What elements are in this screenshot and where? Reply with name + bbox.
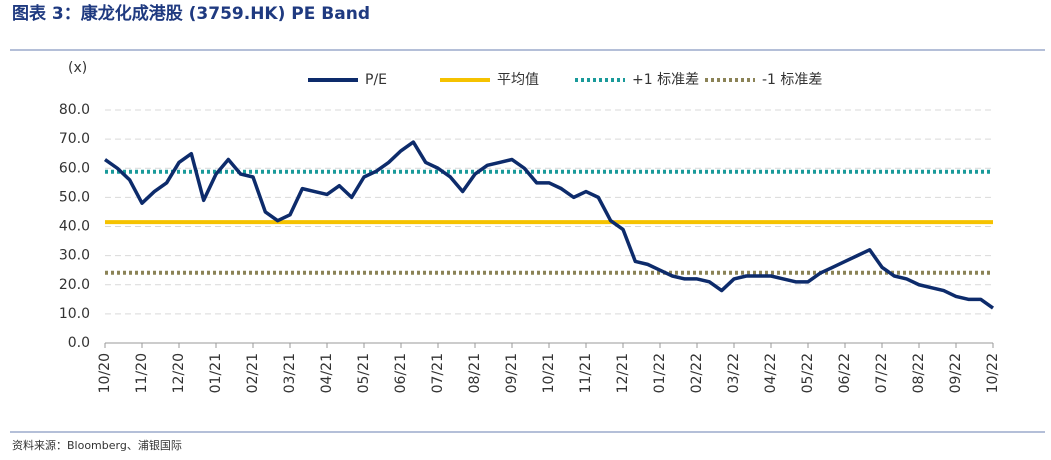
source: 资料来源：Bloomberg、浦银国际 (12, 438, 182, 452)
x-tick-label: 10/21 (541, 353, 557, 393)
y-tick-label: 50.0 (59, 189, 90, 205)
x-tick-label: 03/21 (282, 353, 298, 393)
x-tick-label: 12/20 (171, 353, 187, 393)
x-tick-label: 07/21 (430, 353, 446, 393)
x-tick-label: 01/21 (208, 353, 224, 393)
x-tick-label: 02/22 (689, 353, 705, 393)
y-tick-label: 10.0 (59, 306, 90, 322)
x-tick-label: 12/21 (615, 353, 631, 393)
pe-line (103, 140, 995, 310)
x-tick-label: 01/22 (652, 353, 668, 393)
y-tick-label: 80.0 (59, 102, 90, 118)
x-tick-label: 08/22 (911, 353, 927, 393)
legend-label: +1 标准差 (632, 72, 699, 88)
x-tick-label: 10/20 (97, 353, 113, 393)
y-tick-label: 0.0 (68, 335, 90, 351)
x-tick-label: 11/20 (134, 353, 150, 393)
x-tick-label: 06/21 (393, 353, 409, 393)
y-tick-label: 40.0 (59, 219, 90, 235)
x-tick-label: 06/22 (837, 353, 853, 393)
y-tick-label: 20.0 (59, 277, 90, 293)
legend-label: P/E (365, 72, 387, 88)
x-tick-label: 11/21 (578, 353, 594, 393)
y-tick-label: 60.0 (59, 160, 90, 176)
y-tick-label: 30.0 (59, 248, 90, 264)
x-tick-label: 10/22 (985, 353, 1001, 393)
chart-title: 图表 3：康龙化成港股 (3759.HK) PE Band (12, 3, 370, 24)
y-axis-label: (x) (68, 60, 87, 76)
x-tick-label: 09/21 (504, 353, 520, 393)
y-tick-label: 70.0 (59, 131, 90, 147)
x-tick-label: 07/22 (874, 353, 890, 393)
x-tick-label: 03/22 (726, 353, 742, 393)
x-tick-label: 02/21 (245, 353, 261, 393)
x-tick-label: 09/22 (948, 353, 964, 393)
x-tick-label: 05/22 (800, 353, 816, 393)
x-tick-label: 08/21 (467, 353, 483, 393)
x-tick-label: 04/21 (319, 353, 335, 393)
x-tick-label: 05/21 (356, 353, 372, 393)
x-tick-label: 04/22 (763, 353, 779, 393)
legend-label: 平均值 (497, 72, 539, 88)
legend-label: -1 标准差 (762, 72, 822, 88)
